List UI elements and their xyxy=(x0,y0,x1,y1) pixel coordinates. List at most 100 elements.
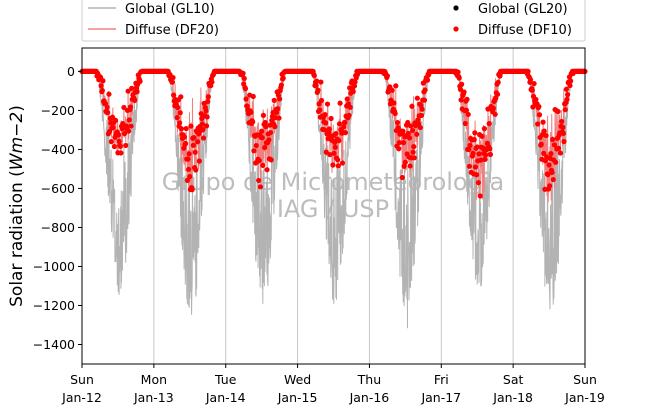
x-tick-weekday: Sun xyxy=(573,372,597,387)
diffuse-df10-point xyxy=(242,86,249,92)
diffuse-df10-point xyxy=(259,135,265,141)
diffuse-df10-point xyxy=(421,97,428,103)
diffuse-df10-point xyxy=(474,144,480,150)
x-grid xyxy=(153,48,514,364)
diffuse-df10-point xyxy=(422,87,428,93)
diffuse-df10-point xyxy=(393,83,399,89)
diffuse-df10-point xyxy=(262,144,268,151)
diffuse-df10-point xyxy=(494,91,501,97)
x-tick-date: Jan-12 xyxy=(61,390,102,405)
diffuse-df10-point xyxy=(550,136,556,143)
diffuse-df10-point xyxy=(459,81,465,87)
diffuse-df10-point xyxy=(203,108,209,114)
diffuse-df10-point xyxy=(199,121,205,127)
y-axis: 0 −200 −400 −600 −800 −1000 −1200 −1400 xyxy=(33,64,82,352)
x-tick-weekday: Sat xyxy=(503,372,524,387)
diffuse-df10-point xyxy=(189,187,195,193)
diffuse-df10-point xyxy=(190,142,196,148)
diffuse-df10-point xyxy=(263,124,269,130)
diffuse-df10-point xyxy=(121,131,128,137)
diffuse-df10-point xyxy=(331,150,337,156)
diffuse-df10-point xyxy=(424,77,431,83)
diffuse-df10-point xyxy=(546,162,552,168)
diffuse-df10-point xyxy=(550,176,556,183)
diffuse-df10-point xyxy=(399,174,405,181)
diffuse-df10-point xyxy=(280,75,286,81)
diffuse-df10-point xyxy=(466,146,472,152)
diffuse-df10-point xyxy=(414,95,420,101)
diffuse-df10-point xyxy=(175,104,181,111)
diffuse-df10-point xyxy=(495,79,501,85)
diffuse-df10-point xyxy=(538,141,544,147)
diffuse-df10-point xyxy=(411,144,417,150)
diffuse-df10-point xyxy=(335,157,341,163)
diffuse-df10-point xyxy=(321,127,328,133)
diffuse-df10-point xyxy=(243,96,249,102)
y-axis-label-main: Solar radiation ( xyxy=(7,170,27,307)
diffuse-df10-point xyxy=(470,150,476,156)
diffuse-df10-point xyxy=(326,126,332,132)
diffuse-df10-point xyxy=(268,157,274,163)
diffuse-df10-point xyxy=(406,135,413,141)
diffuse-df10-point xyxy=(560,130,567,137)
diffuse-df10-point xyxy=(533,96,539,103)
diffuse-df10-point xyxy=(256,177,262,184)
x-tick-date: Jan-17 xyxy=(420,390,461,405)
y-tick-label: −1400 xyxy=(33,337,75,352)
diffuse-df10-point xyxy=(405,119,411,126)
diffuse-df10-point xyxy=(465,111,471,118)
diffuse-df10-point xyxy=(487,151,493,158)
diffuse-df10-point xyxy=(467,142,473,149)
diffuse-df10-point xyxy=(527,77,534,83)
diffuse-df10-point xyxy=(462,120,468,127)
diffuse-df10-point xyxy=(272,124,278,130)
diffuse-df10-point xyxy=(178,94,184,100)
diffuse-df10-point xyxy=(205,98,211,105)
diffuse-df10-point xyxy=(543,132,549,139)
diffuse-df10-point xyxy=(191,135,197,141)
diffuse-df10-point xyxy=(205,94,211,100)
diffuse-df10-point xyxy=(542,158,549,164)
diffuse-df10-point xyxy=(350,89,356,95)
diffuse-df10-point xyxy=(253,142,259,149)
diffuse-df10-point xyxy=(415,117,421,123)
diffuse-df10-point xyxy=(478,157,484,163)
diffuse-df10-point xyxy=(271,97,277,103)
diffuse-df10-point xyxy=(389,87,395,93)
diffuse-df10-point xyxy=(127,104,134,110)
diffuse-df10-point xyxy=(541,150,547,156)
diffuse-df10-point xyxy=(182,140,189,147)
diffuse-df10-point xyxy=(185,166,192,172)
diffuse-df10-point xyxy=(551,142,558,148)
diffuse-df10-point xyxy=(116,138,122,144)
diffuse-df10-point xyxy=(324,101,331,107)
diffuse-df10-point xyxy=(260,162,266,168)
x-tick-weekday: Sun xyxy=(70,372,94,387)
diffuse-df10-point xyxy=(323,120,329,126)
diffuse-df10-point xyxy=(486,121,492,127)
diffuse-df10-point xyxy=(400,140,407,146)
legend-label-diffuse-df10: Diffuse (DF10) xyxy=(478,23,572,38)
diffuse-df10-point xyxy=(200,135,207,141)
diffuse-df10-point xyxy=(346,112,352,119)
diffuse-df10-point xyxy=(466,163,473,169)
diffuse-df10-point xyxy=(474,172,480,178)
x-tick-date: Jan-15 xyxy=(277,390,318,405)
diffuse-df10-point xyxy=(170,75,176,81)
diffuse-df10-point xyxy=(314,78,320,84)
diffuse-df10-point xyxy=(335,163,341,169)
legend-frame xyxy=(81,0,586,42)
y-axis-label: Solar radiation (Wm−2) xyxy=(7,105,27,307)
diffuse-df10-point xyxy=(418,112,425,118)
legend-label-diffuse-df20: Diffuse (DF20) xyxy=(125,23,219,38)
diffuse-df10-point xyxy=(333,130,339,137)
diffuse-df10-point xyxy=(400,128,406,134)
diffuse-df10-point xyxy=(266,137,272,143)
diffuse-df10-point xyxy=(240,70,246,76)
diffuse-df10-point xyxy=(472,130,478,136)
diffuse-df10-point xyxy=(548,151,554,157)
diffuse-df10-point xyxy=(174,115,180,121)
y-tick-label: −1200 xyxy=(33,298,75,313)
legend-label-global-gl20: Global (GL20) xyxy=(478,2,568,17)
diffuse-df10-point xyxy=(110,124,116,131)
